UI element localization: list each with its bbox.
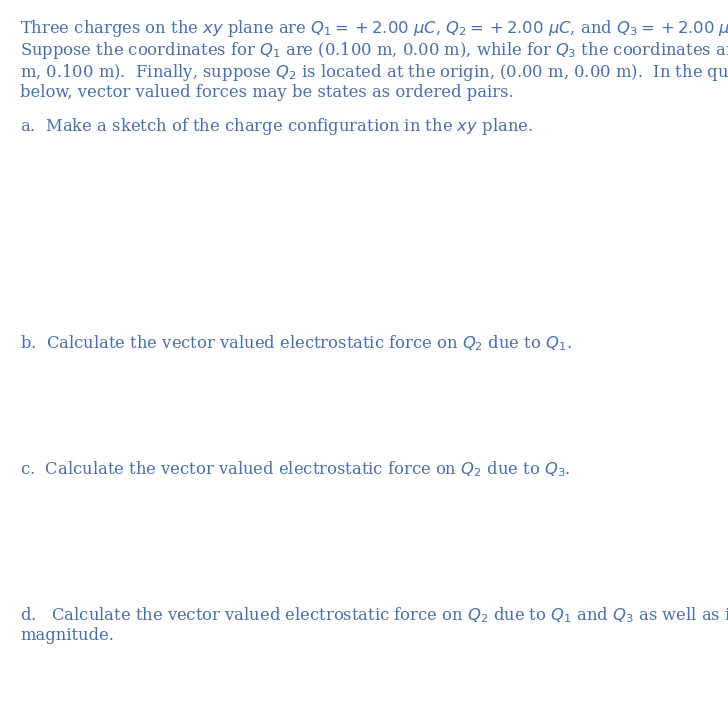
Text: Suppose the coordinates for $Q_1$ are (0.100 m, 0.00 m), while for $Q_3$ the coo: Suppose the coordinates for $Q_1$ are (0… [20,40,728,61]
Text: m, 0.100 m).  Finally, suppose $Q_2$ is located at the origin, (0.00 m, 0.00 m).: m, 0.100 m). Finally, suppose $Q_2$ is l… [20,62,728,83]
Text: magnitude.: magnitude. [20,627,114,644]
Text: c.  Calculate the vector valued electrostatic force on $Q_2$ due to $Q_3$.: c. Calculate the vector valued electrost… [20,459,571,479]
Text: a.  Make a sketch of the charge configuration in the $xy$ plane.: a. Make a sketch of the charge configura… [20,116,534,137]
Text: below, vector valued forces may be states as ordered pairs.: below, vector valued forces may be state… [20,84,514,101]
Text: d.   Calculate the vector valued electrostatic force on $Q_2$ due to $Q_1$ and $: d. Calculate the vector valued electrost… [20,606,728,626]
Text: Three charges on the $xy$ plane are $Q_1 = +2.00\ \mu C$, $Q_2 = +2.00\ \mu C$, : Three charges on the $xy$ plane are $Q_1… [20,18,728,40]
Text: b.  Calculate the vector valued electrostatic force on $Q_2$ due to $Q_1$.: b. Calculate the vector valued electrost… [20,333,572,353]
